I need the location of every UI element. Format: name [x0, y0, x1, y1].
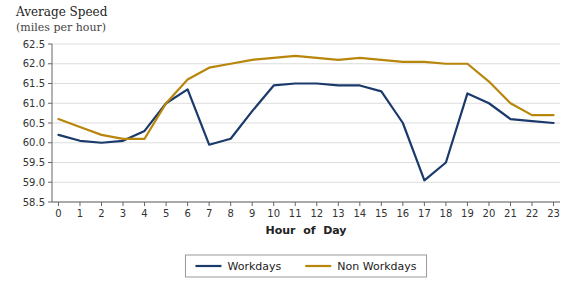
y-tick-label: 61.0 [23, 98, 45, 109]
x-tick [532, 202, 533, 206]
x-tick [488, 202, 489, 206]
x-tick-label: 15 [375, 208, 388, 219]
x-tick [230, 202, 231, 206]
x-tick-label: 16 [396, 208, 409, 219]
x-tick-label: 13 [332, 208, 345, 219]
grid-line [52, 202, 560, 203]
legend-label: Workdays [227, 260, 281, 273]
y-axis: 58.5 59.0 59.5 60.0 60.5 61.0 61.5 62.0 62.5 [23, 39, 52, 208]
x-tick-label: 12 [310, 208, 323, 219]
x-tick [209, 202, 210, 206]
x-tick-label: 0 [55, 208, 61, 219]
x-tick-label: 9 [249, 208, 255, 219]
x-tick-label: 11 [289, 208, 302, 219]
x-tick [79, 202, 80, 206]
x-tick [381, 202, 382, 206]
line [58, 84, 553, 181]
y-tick [48, 162, 52, 163]
y-tick-label: 62.0 [23, 58, 45, 69]
x-tick-label: 4 [141, 208, 147, 219]
y-tick [48, 63, 52, 64]
y-tick-label: 60.0 [23, 137, 45, 148]
legend-label: Non Workdays [337, 260, 417, 273]
grid-line [52, 142, 560, 143]
x-tick [123, 202, 124, 206]
y-axis-line [52, 44, 53, 202]
x-tick [510, 202, 511, 206]
chart: Average Speed (miles per hour) 58.5 59.0 59.… [0, 0, 576, 288]
x-tick-label: 5 [163, 208, 169, 219]
x-axis-line [52, 202, 560, 203]
series-group [58, 56, 553, 180]
title: Average Speed [15, 5, 108, 19]
grid-line [52, 162, 560, 163]
x-tick-label: 6 [184, 208, 190, 219]
legend: Workdays Non Workdays [185, 255, 426, 277]
x-axis-label: Hour of Day [265, 224, 346, 237]
grid-line [52, 44, 560, 45]
x-tick-label: 17 [418, 208, 431, 219]
y-tick [48, 44, 52, 45]
subtitle: (miles per hour) [16, 21, 106, 34]
line [58, 56, 553, 139]
x-tick-label: 14 [353, 208, 366, 219]
x-tick [295, 202, 296, 206]
x-tick [166, 202, 167, 206]
x-tick-label: 21 [504, 208, 517, 219]
x-tick-label: 22 [526, 208, 539, 219]
y-tick-label: 59.5 [23, 157, 45, 168]
grid [52, 44, 560, 202]
x-axis: 01234567891011121314151617181920212223 [55, 202, 560, 219]
x-tick [338, 202, 339, 206]
x-tick-label: 8 [227, 208, 233, 219]
y-tick [48, 83, 52, 84]
x-tick-label: 10 [267, 208, 280, 219]
y-tick [48, 182, 52, 183]
y-tick-label: 60.5 [23, 118, 45, 129]
x-tick-label: 19 [461, 208, 474, 219]
x-tick-label: 20 [483, 208, 496, 219]
x-tick [252, 202, 253, 206]
legend-item: Non Workdays [305, 260, 417, 273]
y-tick [48, 103, 52, 104]
legend-box [185, 255, 426, 277]
legend-swatch [195, 265, 221, 267]
grid-line [52, 182, 560, 183]
x-tick-label: 23 [547, 208, 560, 219]
x-tick [58, 202, 59, 206]
x-tick [101, 202, 102, 206]
x-tick [316, 202, 317, 206]
x-tick [424, 202, 425, 206]
x-tick [467, 202, 468, 206]
grid-line [52, 103, 560, 104]
x-tick-label: 1 [77, 208, 83, 219]
x-tick [553, 202, 554, 206]
legend-item: Workdays [195, 260, 281, 273]
legend-swatch [305, 265, 331, 267]
y-tick-label: 62.5 [23, 39, 45, 50]
x-tick [445, 202, 446, 206]
x-tick-label: 3 [120, 208, 126, 219]
x-tick [273, 202, 274, 206]
grid-line [52, 63, 560, 64]
x-tick [187, 202, 188, 206]
x-tick-label: 2 [98, 208, 104, 219]
x-tick-label: 18 [440, 208, 453, 219]
y-tick [48, 142, 52, 143]
y-tick-label: 61.5 [23, 78, 45, 89]
y-tick-label: 59.0 [23, 177, 45, 188]
x-tick [359, 202, 360, 206]
y-tick [48, 202, 52, 203]
x-tick-label: 7 [206, 208, 212, 219]
grid-line [52, 123, 560, 124]
x-tick [402, 202, 403, 206]
y-tick [48, 123, 52, 124]
x-tick [144, 202, 145, 206]
y-tick-label: 58.5 [23, 197, 45, 208]
